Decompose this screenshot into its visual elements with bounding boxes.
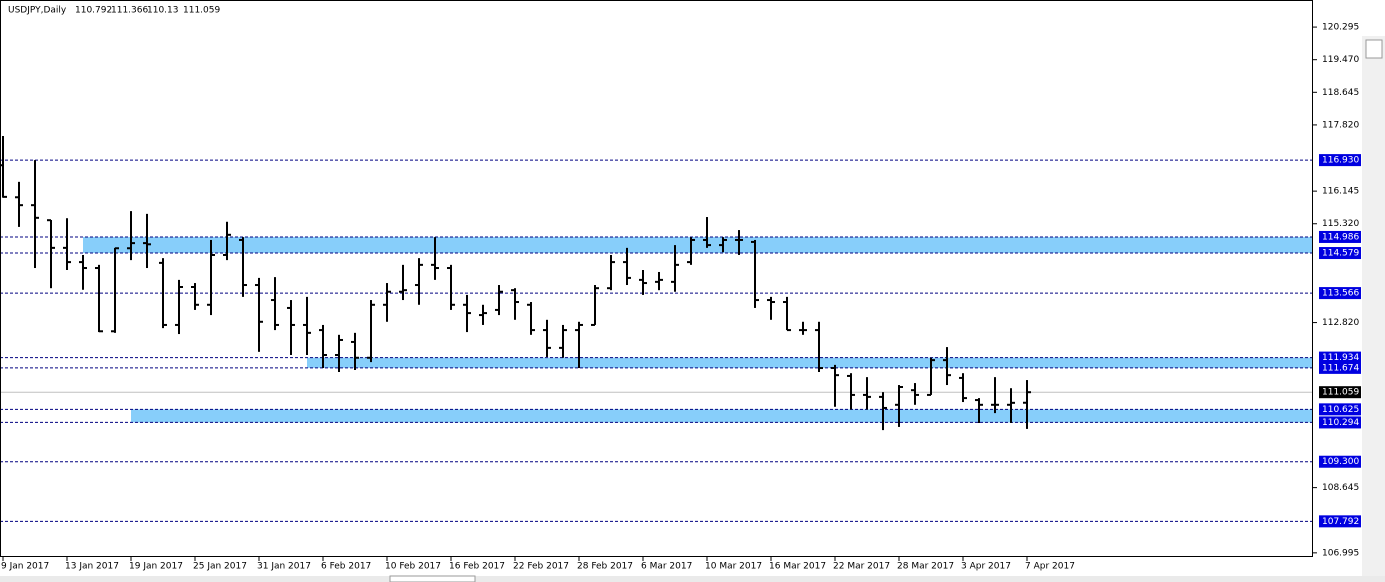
ohlc-close: 111.059 xyxy=(183,6,220,16)
y-tick-label: 118.645 xyxy=(1322,88,1359,98)
x-tick-label: 22 Mar 2017 xyxy=(833,562,890,572)
level-label: 111.934 xyxy=(1322,353,1359,363)
level-label: 110.625 xyxy=(1322,405,1359,415)
ohlc-open: 110.792 xyxy=(75,6,112,16)
level-label: 114.579 xyxy=(1322,249,1359,259)
y-tick-label: 106.995 xyxy=(1322,548,1359,558)
x-tick-label: 6 Mar 2017 xyxy=(641,562,692,572)
y-tick-label: 119.470 xyxy=(1322,55,1359,65)
level-label: 111.674 xyxy=(1322,363,1359,373)
y-tick-label: 112.820 xyxy=(1322,318,1359,328)
ohlc-low: 110.13 xyxy=(147,6,179,16)
x-tick-label: 13 Jan 2017 xyxy=(65,562,119,572)
x-tick-label: 31 Jan 2017 xyxy=(257,562,311,572)
level-label: 114.986 xyxy=(1322,232,1359,242)
level-label-box xyxy=(1319,455,1361,468)
level-label-box xyxy=(1319,230,1361,243)
y-tick-label: 115.320 xyxy=(1322,219,1359,229)
x-tick-label: 25 Jan 2017 xyxy=(193,562,247,572)
level-label: 109.300 xyxy=(1322,457,1359,467)
chart-title: USDJPY,Daily xyxy=(8,6,67,16)
side-button[interactable] xyxy=(1365,39,1383,59)
scroll-bar[interactable] xyxy=(0,576,1385,582)
x-tick-label: 16 Feb 2017 xyxy=(449,562,505,572)
zone xyxy=(83,236,1313,254)
current-price-label: 111.059 xyxy=(1322,388,1359,398)
x-tick-label: 10 Mar 2017 xyxy=(705,562,762,572)
x-tick-label: 16 Mar 2017 xyxy=(769,562,826,572)
x-tick-label: 9 Jan 2017 xyxy=(1,562,49,572)
level-label-box xyxy=(1319,287,1361,300)
level-label-box xyxy=(1319,247,1361,260)
ohlc-high: 111.366 xyxy=(111,6,148,16)
x-tick-label: 19 Jan 2017 xyxy=(129,562,183,572)
current-price-box xyxy=(1319,386,1361,399)
zone xyxy=(131,409,1313,423)
y-tick-label: 108.645 xyxy=(1322,483,1359,493)
level-label: 107.792 xyxy=(1322,517,1359,527)
x-tick-label: 3 Apr 2017 xyxy=(961,562,1011,572)
side-panel xyxy=(1362,36,1385,582)
plot-frame xyxy=(0,0,1313,557)
y-tick-label: 116.145 xyxy=(1322,187,1359,197)
level-label: 113.566 xyxy=(1322,289,1359,299)
scroll-tab[interactable] xyxy=(389,575,476,582)
plot xyxy=(0,135,1313,522)
x-tick-label: 6 Feb 2017 xyxy=(321,562,371,572)
x-tick-label: 28 Feb 2017 xyxy=(577,562,633,572)
zone xyxy=(307,357,1313,368)
level-label-box xyxy=(1319,416,1361,429)
y-tick-label: 117.820 xyxy=(1322,120,1359,130)
x-tick-label: 7 Apr 2017 xyxy=(1025,562,1075,572)
level-label-box xyxy=(1319,361,1361,374)
level-label-box xyxy=(1319,515,1361,528)
y-tick-label: 120.295 xyxy=(1322,23,1359,33)
x-tick-label: 22 Feb 2017 xyxy=(513,562,569,572)
level-label: 110.294 xyxy=(1322,418,1359,428)
level-label-box xyxy=(1319,351,1361,364)
level-label-box xyxy=(1319,154,1361,167)
x-tick-label: 10 Feb 2017 xyxy=(385,562,441,572)
level-label-box xyxy=(1319,403,1361,416)
x-tick-label: 28 Mar 2017 xyxy=(897,562,954,572)
level-label: 116.930 xyxy=(1322,156,1359,166)
